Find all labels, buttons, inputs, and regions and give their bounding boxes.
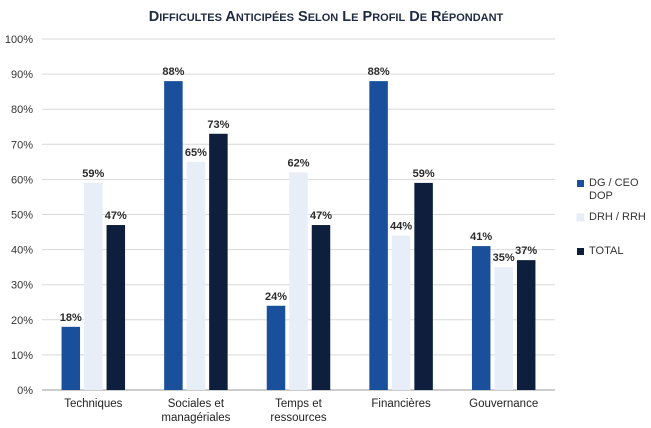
bar (186, 161, 206, 390)
bar (84, 182, 103, 390)
bar (209, 133, 228, 390)
category-label: Sociales et managériales (161, 398, 230, 424)
y-tick-label: 70% (11, 139, 33, 151)
category-label: Techniques (64, 398, 122, 410)
bars (61, 81, 536, 391)
y-tick-label: 90% (11, 69, 33, 81)
data-label: 35% (493, 252, 515, 264)
bar (494, 267, 513, 390)
y-tick-label: 80% (11, 104, 33, 116)
bar (471, 246, 491, 390)
bar (106, 225, 126, 390)
y-axis: 0% 10% 20% 30% 40% 50% 60% 70% 80% 90% 100% (5, 34, 33, 397)
y-tick-label: 60% (11, 174, 33, 186)
chart-title: DIFFICULTES ANTICIPÉES SELON LE PROFIL D… (149, 9, 504, 25)
data-label: 41% (470, 231, 492, 243)
x-axis: Techniques Sociales et managériales Temps e… (64, 398, 538, 424)
data-label: 47% (310, 210, 332, 222)
y-tick-label: 40% (11, 245, 33, 257)
bar (289, 172, 308, 390)
bar (266, 305, 286, 390)
category-label: Financières (371, 398, 431, 410)
data-label: 88% (368, 66, 390, 78)
data-label: 18% (60, 312, 82, 324)
data-label: 88% (162, 66, 184, 78)
legend-label: DG / CEO DOP (589, 177, 639, 202)
data-label: 73% (207, 119, 229, 131)
data-label: 47% (105, 210, 127, 222)
legend-swatch (577, 180, 584, 187)
data-labels: 18%59%47%88%65%73%24%62%47%88%44%59%41%3… (60, 66, 538, 324)
bar (164, 81, 183, 391)
data-label: 59% (413, 168, 435, 180)
category-label: Gouvernance (469, 398, 538, 410)
bar (61, 326, 81, 390)
y-tick-label: 30% (11, 280, 33, 292)
bar (369, 81, 388, 391)
y-tick-label: 10% (11, 350, 33, 362)
legend-swatch (576, 213, 585, 222)
data-label: 65% (185, 147, 207, 159)
bar (391, 235, 411, 390)
category-label: Temps et ressources (270, 398, 326, 424)
legend: DG / CEO DOP DRH / RRH TOTAL (576, 177, 646, 257)
data-label: 62% (287, 157, 309, 169)
data-label: 37% (515, 245, 537, 257)
y-tick-label: 50% (11, 210, 33, 222)
legend-label: DRH / RRH (589, 211, 646, 223)
data-label: 59% (82, 168, 104, 180)
data-label: 24% (265, 291, 287, 303)
legend-swatch (577, 248, 584, 255)
y-tick-label: 100% (5, 34, 33, 46)
y-tick-label: 0% (17, 385, 33, 397)
bar (311, 225, 331, 390)
bar (516, 260, 536, 390)
legend-label: TOTAL (589, 245, 623, 257)
y-tick-label: 20% (11, 315, 33, 327)
bar (414, 182, 433, 390)
data-label: 44% (390, 221, 412, 233)
